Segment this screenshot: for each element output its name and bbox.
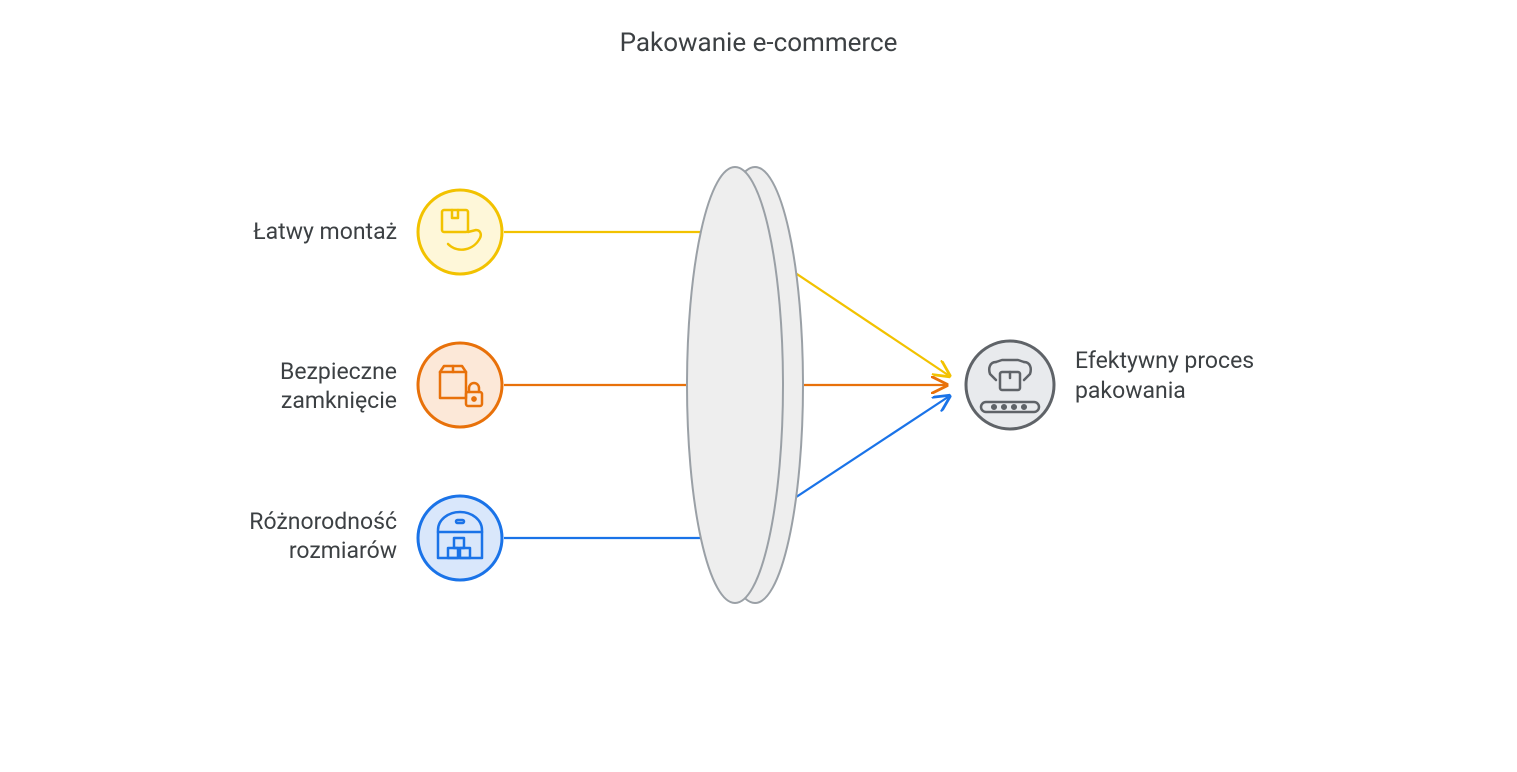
efficient-process-icon [966,341,1054,429]
easy-assembly-icon [418,190,502,274]
lens [687,167,803,603]
diagram-stage: Pakowanie e-commerce [0,0,1517,772]
easy-assembly-label: Łatwy montaż [177,218,397,247]
efficient-process-label: Efektywny proces pakowania [1075,346,1255,406]
secure-closure-icon [418,343,502,427]
secure-closure-label: Bezpieczne zamknięcie [177,358,397,416]
size-variety-label: Różnorodność rozmiarów [167,508,397,566]
size-variety-icon [418,496,502,580]
